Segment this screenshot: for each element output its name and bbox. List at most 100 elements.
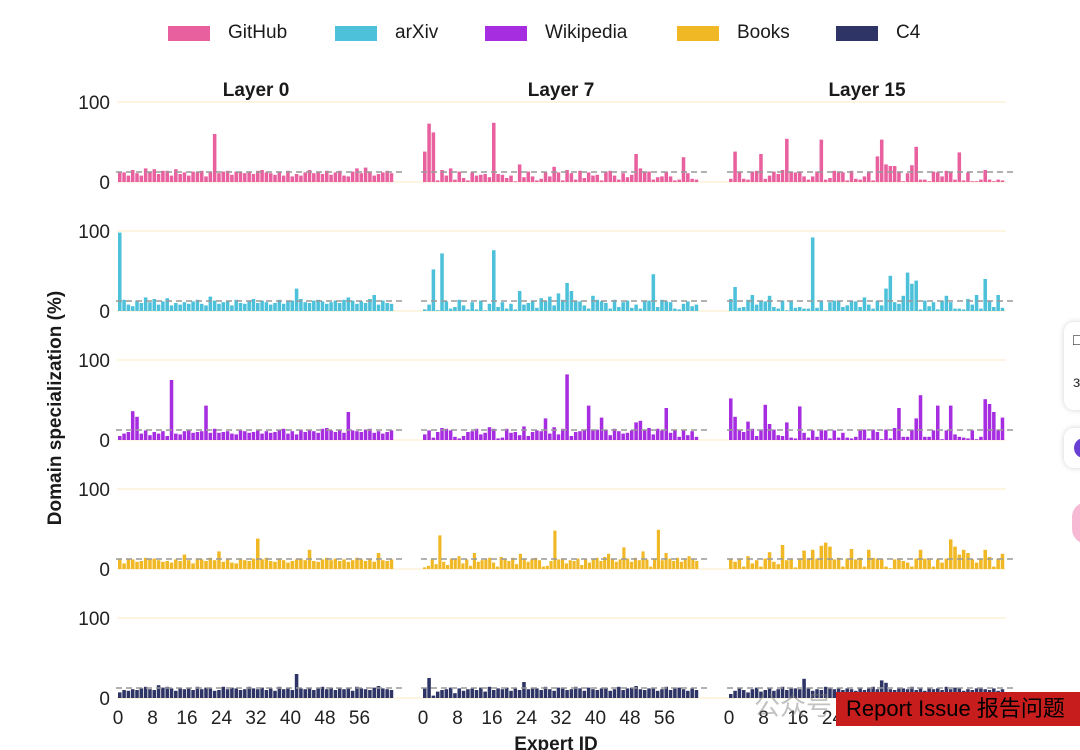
legend-label-c4: C4 <box>896 22 921 43</box>
bar-wikipedia-layer1-expert48 <box>630 430 634 440</box>
bar-github-layer0-expert0 <box>118 171 122 182</box>
bar-books-layer2-expert23 <box>828 546 832 569</box>
bar-wikipedia-layer0-expert42 <box>299 429 303 440</box>
legend-swatch-c4 <box>836 25 878 41</box>
bar-c4-layer1-expert38 <box>586 687 591 698</box>
bar-wikipedia-layer2-expert29 <box>854 436 858 440</box>
floating-assistant-button[interactable] <box>1072 502 1080 544</box>
bar-c4-layer1-expert29 <box>548 689 552 698</box>
bar-c4-layer1-expert15 <box>487 686 492 698</box>
bar-books-layer0-expert33 <box>260 559 264 569</box>
bar-github-layer2-expert63 <box>1000 180 1005 182</box>
bar-github-layer1-expert38 <box>586 172 591 182</box>
bar-books-layer1-expert16 <box>484 559 488 569</box>
side-action-button[interactable] <box>1064 428 1080 468</box>
bar-books-layer0-expert32 <box>256 538 260 569</box>
bar-arxiv-layer1-expert13 <box>479 300 483 311</box>
bar-wikipedia-layer1-expert37 <box>582 429 587 440</box>
bar-arxiv-layer0-expert10 <box>161 301 165 311</box>
bar-books-layer2-expert7 <box>759 566 763 569</box>
bar-github-layer0-expert37 <box>277 172 282 182</box>
bar-books-layer1-expert55 <box>633 557 637 569</box>
bar-arxiv-layer1-expert33 <box>565 283 569 311</box>
bar-arxiv-layer2-expert51 <box>948 302 953 311</box>
bar-wikipedia-layer1-expert30 <box>552 427 556 440</box>
bar-arxiv-layer2-expert25 <box>836 300 841 311</box>
bar-books-layer1-expert5 <box>442 561 446 569</box>
bar-c4-layer2-expert13 <box>785 690 789 698</box>
bar-github-layer2-expert42 <box>910 165 914 182</box>
bar-books-layer2-expert48 <box>936 559 940 569</box>
bar-books-layer1-expert27 <box>526 561 530 569</box>
bar-arxiv-layer2-expert50 <box>944 295 949 311</box>
bar-github-layer1-expert58 <box>673 180 677 182</box>
bar-arxiv-layer0-expert31 <box>251 299 256 311</box>
bar-github-layer1-expert24 <box>526 171 531 182</box>
x-tick-16-col-2: 16 <box>787 708 808 729</box>
bar-c4-layer0-expert24 <box>221 686 226 698</box>
bar-github-layer0-expert56 <box>359 173 364 182</box>
bar-books-layer0-expert11 <box>165 561 169 569</box>
bar-c4-layer0-expert48 <box>325 689 329 698</box>
bar-books-layer2-expert17 <box>802 550 806 569</box>
y-tick-100-row-1: 100 <box>78 222 110 243</box>
bar-wikipedia-layer2-expert53 <box>957 436 962 440</box>
bar-arxiv-layer1-expert25 <box>530 300 535 311</box>
bar-books-layer1-expert43 <box>587 562 591 569</box>
bar-c4-layer1-expert39 <box>591 689 595 698</box>
bar-arxiv-layer2-expert40 <box>901 295 906 311</box>
bar-books-layer1-expert41 <box>580 565 584 569</box>
bar-arxiv-layer1-expert38 <box>586 308 591 311</box>
bar-arxiv-layer0-expert45 <box>312 300 316 311</box>
bar-wikipedia-layer1-expert52 <box>647 428 651 440</box>
bar-arxiv-layer2-expert2 <box>737 307 742 311</box>
bar-books-layer0-expert29 <box>243 560 247 569</box>
bar-wikipedia-layer1-expert33 <box>565 374 569 440</box>
bar-c4-layer0-expert16 <box>187 688 191 698</box>
bar-wikipedia-layer2-expert27 <box>845 437 849 440</box>
x-tick-0-col-1: 0 <box>418 708 429 729</box>
bar-wikipedia-layer1-expert4 <box>440 428 444 440</box>
bar-books-layer2-expert55 <box>966 553 970 569</box>
bar-wikipedia-layer0-expert46 <box>316 432 320 440</box>
bar-github-layer0-expert23 <box>217 173 221 182</box>
bar-c4-layer1-expert30 <box>552 690 556 698</box>
bar-github-layer1-expert25 <box>530 176 535 182</box>
bar-c4-layer0-expert59 <box>372 687 376 698</box>
report-issue-button[interactable]: Report Issue 报告问题 <box>836 692 1080 726</box>
bar-c4-layer0-expert57 <box>363 689 368 698</box>
bar-wikipedia-layer2-expert13 <box>785 422 789 440</box>
bar-books-layer0-expert28 <box>238 559 243 569</box>
bar-github-layer2-expert51 <box>948 172 953 182</box>
bar-wikipedia-layer2-expert48 <box>936 405 940 440</box>
bar-github-layer0-expert3 <box>130 170 135 182</box>
bar-c4-layer0-expert17 <box>191 690 195 698</box>
bar-books-layer1-expert33 <box>549 561 553 569</box>
bar-arxiv-layer0-expert5 <box>139 303 144 311</box>
bar-books-layer1-expert26 <box>522 559 526 569</box>
bar-arxiv-layer2-expert60 <box>987 301 992 311</box>
bar-books-layer1-expert25 <box>518 553 522 569</box>
bar-github-layer2-expert17 <box>802 176 806 182</box>
bar-arxiv-layer0-expert38 <box>281 303 286 311</box>
bar-github-layer0-expert33 <box>260 170 264 182</box>
bar-arxiv-layer1-expert47 <box>625 300 630 311</box>
bar-github-layer2-expert45 <box>923 179 927 182</box>
bar-arxiv-layer0-expert48 <box>325 303 329 311</box>
side-panel-card[interactable]: □ з <box>1064 322 1080 410</box>
bar-github-layer2-expert53 <box>957 152 962 182</box>
bar-arxiv-layer1-expert48 <box>630 307 634 311</box>
bar-github-layer2-expert20 <box>815 171 819 182</box>
bar-c4-layer2-expert18 <box>806 687 811 698</box>
bar-wikipedia-layer0-expert57 <box>363 429 368 440</box>
bar-wikipedia-layer1-expert38 <box>586 405 591 440</box>
bar-github-layer2-expert24 <box>832 170 837 182</box>
bar-wikipedia-layer1-expert51 <box>642 429 647 440</box>
bar-wikipedia-layer2-expert11 <box>776 435 780 440</box>
bar-wikipedia-layer2-expert23 <box>828 438 832 440</box>
bar-books-layer1-expert23 <box>511 557 515 569</box>
bar-c4-layer0-expert55 <box>355 686 359 698</box>
bar-c4-layer0-expert13 <box>174 690 178 698</box>
bar-github-layer1-expert44 <box>612 175 617 182</box>
bar-books-layer0-expert14 <box>178 561 182 569</box>
